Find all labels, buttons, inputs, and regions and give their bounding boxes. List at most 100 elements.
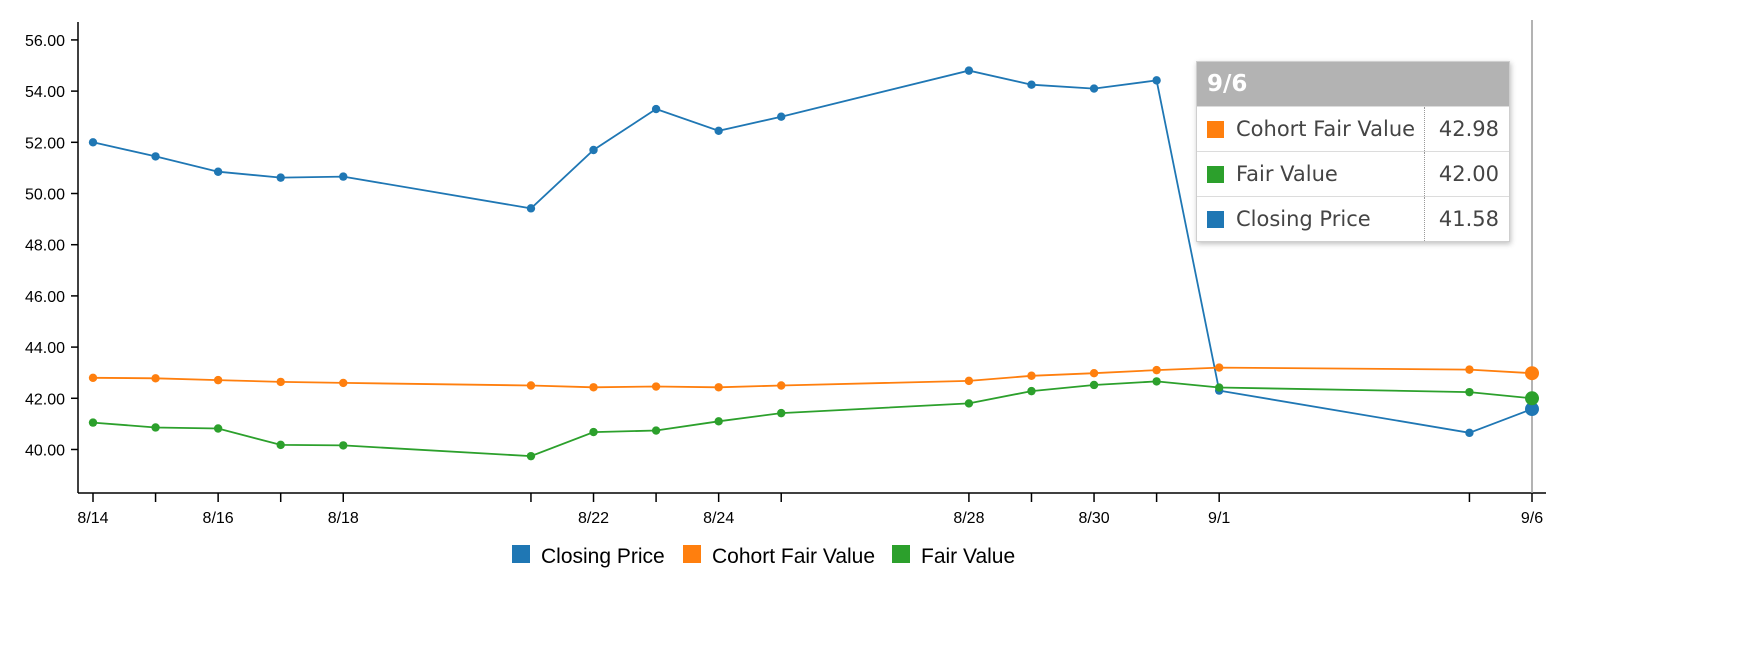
- tooltip-swatch: [1207, 120, 1224, 138]
- data-point-closing-price[interactable]: [964, 66, 974, 75]
- data-point-fair-value[interactable]: [88, 418, 98, 427]
- x-tick-label: 8/28: [953, 510, 984, 527]
- tooltip-row-fair-value: Fair Value 42.00: [1197, 151, 1509, 196]
- x-axis: 8/14 8/16 8/18 8/22 8/24 8/28 8/30 9/1 9/6: [77, 492, 1546, 527]
- series-fair-value: [88, 377, 1539, 461]
- tooltip-value: 41.58: [1438, 207, 1499, 231]
- y-axis: 40.00 42.00 44.00 46.00 48.00 50.00 52.00 54.00…: [25, 22, 79, 493]
- data-point-closing-price[interactable]: [276, 173, 285, 182]
- series-cohort-fair-value: [88, 363, 1539, 392]
- data-point-fair-value[interactable]: [213, 424, 223, 433]
- data-point-fair-value[interactable]: [276, 440, 285, 450]
- data-point-closing-price[interactable]: [589, 145, 598, 155]
- data-point-fair-value[interactable]: [339, 441, 348, 450]
- tooltip-label: Fair Value: [1236, 162, 1338, 186]
- tooltip-value: 42.00: [1438, 162, 1499, 186]
- tooltip-label: Cohort Fair Value: [1236, 117, 1416, 141]
- data-point-cohort-fair-value[interactable]: [1465, 365, 1474, 374]
- x-tick-label: 8/16: [203, 510, 234, 527]
- data-point-closing-price[interactable]: [1089, 84, 1099, 93]
- tooltip-swatch: [1207, 165, 1224, 183]
- tooltip-row-closing-price: Closing Price 41.58: [1197, 196, 1509, 241]
- data-point-cohort-fair-value[interactable]: [589, 383, 598, 392]
- series-line-fair-value: [92, 380, 1533, 458]
- data-point-fair-value[interactable]: [1465, 387, 1474, 397]
- y-tick-label: 56.00: [25, 33, 65, 50]
- y-tick-label: 52.00: [25, 135, 65, 152]
- data-point-fair-value[interactable]: [1027, 386, 1036, 396]
- data-point-fair-value[interactable]: [151, 423, 160, 432]
- data-point-closing-price[interactable]: [651, 104, 661, 114]
- tooltip: 9/6 Cohort Fair Value 42.98 Fair Value 4…: [1196, 61, 1510, 242]
- y-tick-label: 54.00: [25, 84, 65, 101]
- data-point-cohort-fair-value[interactable]: [714, 383, 723, 392]
- data-point-cohort-fair-value[interactable]: [1089, 369, 1099, 378]
- data-point-closing-price[interactable]: [1152, 76, 1161, 85]
- y-tick-label: 50.00: [25, 187, 65, 204]
- legend: Closing Price Cohort Fair Value Fair Value: [512, 545, 1015, 568]
- data-point-cohort-fair-value[interactable]: [1214, 363, 1224, 372]
- y-tick-label: 46.00: [25, 289, 65, 306]
- x-tick-label: 9/1: [1208, 510, 1230, 527]
- legend-label: Closing Price: [541, 545, 665, 568]
- legend-swatch: [512, 545, 530, 563]
- data-point-fair-value[interactable]: [651, 426, 661, 435]
- data-point-fair-value[interactable]: [589, 427, 598, 437]
- data-point-cohort-fair-value[interactable]: [276, 377, 285, 387]
- data-point-closing-price[interactable]: [339, 172, 348, 181]
- data-point-closing-price[interactable]: [213, 167, 223, 176]
- tooltip-row-cohort-fair-value: Cohort Fair Value 42.98: [1197, 106, 1509, 151]
- x-tick-label: 8/14: [77, 510, 108, 527]
- legend-label: Cohort Fair Value: [712, 545, 875, 568]
- data-point-cohort-fair-value[interactable]: [651, 382, 661, 391]
- data-point-cohort-fair-value[interactable]: [339, 378, 348, 388]
- x-tick-label: 8/24: [703, 510, 734, 527]
- x-tick-label: 8/22: [578, 510, 609, 527]
- data-point-fair-value[interactable]: [1214, 383, 1224, 392]
- data-point-cohort-fair-value[interactable]: [777, 381, 786, 390]
- data-point-closing-price[interactable]: [151, 152, 160, 161]
- data-point-cohort-fair-value[interactable]: [964, 376, 974, 386]
- legend-label: Fair Value: [921, 545, 1015, 568]
- data-point-fair-value[interactable]: [526, 451, 536, 461]
- data-point-closing-price[interactable]: [777, 112, 786, 121]
- data-point-cohort-fair-value[interactable]: [213, 375, 223, 385]
- y-tick-label: 44.00: [25, 340, 65, 357]
- data-point-fair-value[interactable]: [714, 417, 723, 426]
- tooltip-label: Closing Price: [1236, 207, 1371, 231]
- y-tick-label: 48.00: [25, 238, 65, 255]
- data-point-cohort-fair-value[interactable]: [1152, 365, 1161, 375]
- data-point-fair-value[interactable]: [964, 399, 974, 408]
- data-point-closing-price[interactable]: [1465, 428, 1474, 438]
- data-point-cohort-fair-value[interactable]: [1027, 371, 1036, 380]
- data-point-closing-price[interactable]: [526, 204, 536, 213]
- x-tick-label: 9/6: [1521, 510, 1543, 527]
- data-point-fair-value[interactable]: [1152, 377, 1161, 386]
- data-point-cohort-fair-value[interactable]: [1525, 366, 1539, 381]
- tooltip-title: 9/6: [1197, 62, 1509, 106]
- y-tick-label: 40.00: [25, 442, 65, 459]
- legend-item[interactable]: Closing Price: [512, 545, 665, 568]
- y-tick-label: 42.00: [25, 391, 65, 408]
- legend-swatch: [892, 545, 910, 563]
- data-point-cohort-fair-value[interactable]: [526, 381, 536, 390]
- series-layer: [88, 66, 1539, 461]
- legend-item[interactable]: Fair Value: [892, 545, 1015, 568]
- data-point-cohort-fair-value[interactable]: [88, 373, 98, 383]
- x-tick-label: 8/30: [1078, 510, 1109, 527]
- data-point-cohort-fair-value[interactable]: [151, 374, 160, 383]
- data-point-closing-price[interactable]: [88, 138, 98, 147]
- legend-item[interactable]: Cohort Fair Value: [683, 545, 875, 568]
- x-tick-label: 8/18: [328, 510, 359, 527]
- data-point-fair-value[interactable]: [1089, 380, 1099, 390]
- series-line-cohort-fair-value: [92, 366, 1533, 389]
- data-point-fair-value[interactable]: [777, 408, 786, 418]
- data-point-closing-price[interactable]: [714, 126, 723, 135]
- data-point-closing-price[interactable]: [1525, 402, 1539, 417]
- tooltip-value: 42.98: [1438, 117, 1499, 141]
- data-point-fair-value[interactable]: [1525, 391, 1539, 406]
- legend-swatch: [683, 545, 701, 563]
- data-point-closing-price[interactable]: [1027, 80, 1036, 89]
- tooltip-swatch: [1207, 210, 1224, 228]
